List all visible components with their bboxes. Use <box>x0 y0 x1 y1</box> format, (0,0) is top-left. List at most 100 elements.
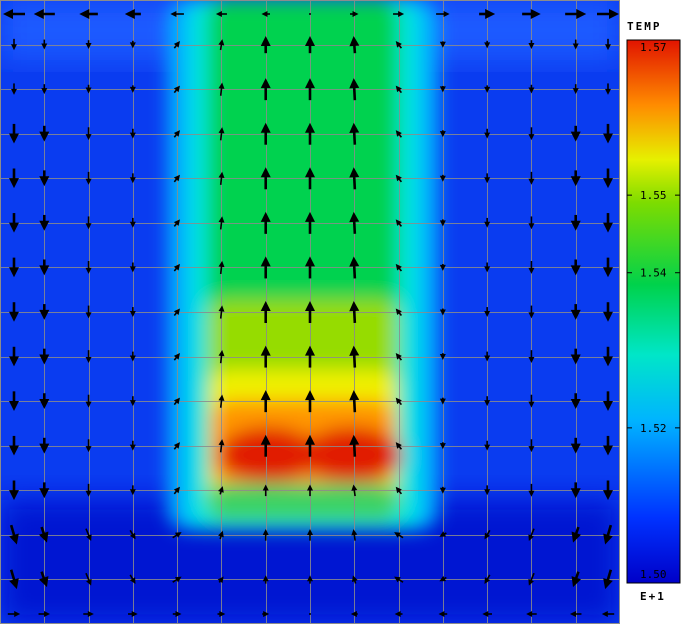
vector-arrow <box>350 11 359 17</box>
vector-arrow <box>305 167 315 190</box>
vector-arrow <box>572 84 579 95</box>
vector-arrow <box>39 482 50 499</box>
plume-base-green <box>212 483 394 521</box>
vector-arrow <box>218 305 225 319</box>
vector-arrow <box>565 9 587 19</box>
vector-arrow <box>218 349 225 364</box>
vector-arrow <box>173 219 180 227</box>
vector-arrow <box>484 85 491 93</box>
vector-arrow <box>124 9 141 19</box>
vector-arrow <box>9 168 19 189</box>
vector-arrow <box>129 529 136 540</box>
vector-arrow <box>603 346 613 367</box>
vector-arrow <box>85 528 92 542</box>
vector-arrow <box>260 345 271 368</box>
vector-arrow <box>603 569 613 590</box>
vector-arrow <box>394 611 403 617</box>
vector-arrow <box>170 11 184 17</box>
vector-arrow <box>522 9 541 19</box>
vector-arrow <box>394 532 404 539</box>
vector-arrow <box>603 257 613 278</box>
vector-arrow <box>570 170 581 187</box>
vector-arrow <box>217 576 224 584</box>
vector-arrow <box>484 440 491 451</box>
vector-arrow <box>351 529 358 541</box>
vector-arrow <box>571 526 582 543</box>
vector-arrow <box>3 9 25 19</box>
vector-arrow <box>260 122 271 145</box>
vector-arrow <box>173 308 180 317</box>
vector-arrow <box>262 484 269 497</box>
vector-arrow <box>484 396 491 407</box>
vector-arrow <box>305 256 315 279</box>
vector-arrow <box>129 351 136 362</box>
vector-arrow <box>349 35 360 54</box>
vector-arrow <box>173 486 180 495</box>
vector-arrow <box>349 167 360 190</box>
vector-arrow <box>173 442 180 450</box>
vector-arrow <box>79 9 98 19</box>
vector-arrow <box>128 611 138 617</box>
vector-arrow <box>569 611 582 617</box>
vector-arrow <box>570 348 581 365</box>
vector-arrow <box>393 11 405 17</box>
vector-arrow <box>38 571 49 588</box>
vector-arrow <box>395 263 403 272</box>
vector-arrow <box>484 574 491 584</box>
vector-arrow <box>484 351 491 362</box>
vector-arrow <box>603 480 613 501</box>
vector-arrow <box>262 611 270 617</box>
vector-arrow <box>395 219 403 227</box>
vector-arrow <box>395 85 403 94</box>
vector-arrow <box>349 122 360 145</box>
vector-arrow <box>9 524 19 545</box>
vector-arrow <box>83 611 94 617</box>
vector-arrow <box>260 167 271 190</box>
vector-arrow <box>218 216 225 230</box>
vector-arrow <box>305 345 315 368</box>
vector-arrow <box>395 41 403 49</box>
vector-arrow <box>439 41 446 48</box>
vector-arrow <box>9 213 19 233</box>
vector-arrow <box>349 434 360 457</box>
vector-arrow <box>129 440 136 451</box>
vector-arrow <box>85 127 92 141</box>
vector-arrow <box>436 11 450 17</box>
vector-arrow <box>39 170 50 187</box>
vector-arrow <box>39 348 50 365</box>
vector-arrow <box>38 526 49 543</box>
vector-arrow <box>129 485 136 496</box>
vector-arrow <box>260 78 271 101</box>
vector-arrow <box>528 216 535 230</box>
hot-spot-right <box>302 427 402 483</box>
vector-arrow <box>528 127 535 141</box>
vector-arrow <box>260 301 271 323</box>
vector-arrow <box>484 173 491 184</box>
vector-arrow <box>85 40 92 49</box>
vector-arrow <box>439 219 446 227</box>
vector-arrow <box>129 396 136 407</box>
vector-arrow <box>173 130 180 138</box>
vector-arrow <box>218 530 224 540</box>
vector-arrow <box>528 528 535 542</box>
vector-arrow <box>528 394 535 408</box>
vector-arrow <box>85 394 92 408</box>
vector-arrow <box>172 576 182 583</box>
vector-arrow <box>129 173 136 184</box>
vector-arrow <box>9 123 19 144</box>
vector-arrow <box>85 84 92 94</box>
vector-arrow <box>395 174 403 183</box>
vector-arrow <box>528 171 535 185</box>
vector-arrow <box>217 611 226 617</box>
vector-arrow <box>129 307 136 317</box>
vector-arrow <box>85 350 92 363</box>
vector-arrow <box>570 482 581 499</box>
vector-arrow <box>570 437 581 454</box>
vector-arrow <box>439 397 446 405</box>
vector-arrow <box>11 38 17 51</box>
vector-arrow <box>218 171 225 185</box>
plume-layers <box>168 0 438 530</box>
vector-arrow <box>218 82 225 96</box>
vector-arrow <box>129 262 136 273</box>
vector-arrow <box>438 611 448 617</box>
